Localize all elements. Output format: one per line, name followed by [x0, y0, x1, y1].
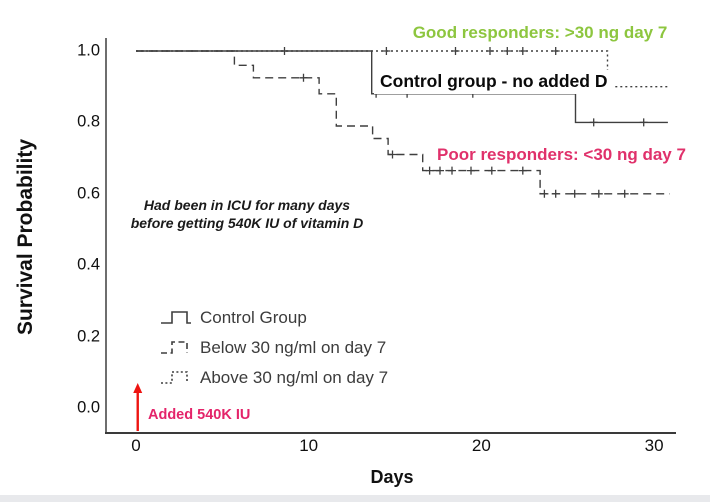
x-tick-label: 30 [644, 436, 664, 455]
solid-step-line-icon [161, 311, 191, 324]
added-540k-arrow-head [133, 383, 143, 393]
annotation-icu-note-line1: Had been in ICU for many days [143, 197, 351, 213]
annotation-control-group: Control group - no added D [374, 70, 614, 94]
legend-label: Above 30 ng/ml on day 7 [200, 368, 389, 387]
x-tick-label: 0 [131, 436, 141, 455]
series-dashed-curve [136, 50, 670, 195]
legend-item-control-group: Control Group [159, 305, 388, 331]
y-tick-label: 0.0 [77, 398, 100, 417]
y-tick-label: 0.2 [77, 327, 100, 346]
censor-marks [372, 89, 648, 127]
y-tick-label: 0.6 [77, 184, 100, 203]
y-tick-label: 0.8 [77, 112, 100, 131]
annotation-poor-responders: Poor responders: <30 ng day 7 [437, 145, 686, 164]
bottom-bar [0, 495, 710, 502]
legend: Control Group Below 30 ng/ml on day 7 Ab… [159, 305, 388, 391]
annotation-icu-note: Had been in ICU for many days before get… [120, 196, 374, 232]
legend-item-above-30: Above 30 ng/ml on day 7 [159, 365, 388, 391]
y-axis-label: Survival Probability [14, 138, 37, 336]
series-dotted-curve [136, 50, 670, 88]
x-tick-label: 20 [471, 436, 491, 455]
dashed-step-line-icon [161, 341, 188, 354]
x-tick-label: 10 [299, 436, 319, 455]
y-tick-label: 1.0 [77, 41, 100, 60]
y-tick-label: 0.4 [77, 255, 100, 274]
annotation-good-responders: Good responders: >30 ng day 7 [412, 23, 668, 42]
annotation-icu-note-line2: before getting 540K IU of vitamin D [130, 215, 364, 231]
legend-label: Control Group [200, 308, 307, 327]
legend-label: Below 30 ng/ml on day 7 [200, 338, 387, 357]
censor-marks [299, 73, 629, 198]
legend-item-below-30: Below 30 ng/ml on day 7 [159, 335, 388, 361]
annotation-added-540k: Added 540K IU [148, 407, 251, 423]
x-axis-label: Days [370, 467, 414, 487]
censor-marks [280, 47, 560, 55]
dotted-step-line-icon [161, 371, 188, 384]
